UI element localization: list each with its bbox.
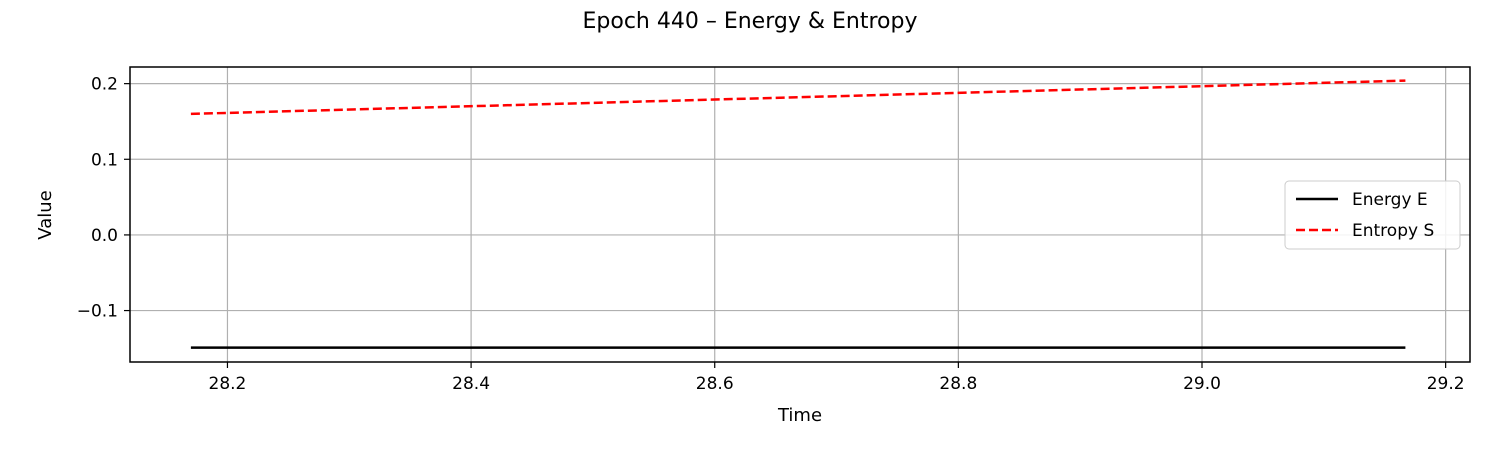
x-tick-label: 28.4 (452, 374, 490, 394)
legend-label-energy: Energy E (1352, 190, 1428, 210)
plot-frame (129, 66, 1471, 363)
legend-label-entropy: Entropy S (1352, 221, 1434, 241)
grid (130, 67, 1470, 362)
x-tick-label: 28.8 (939, 374, 977, 394)
x-tick-label: 29.0 (1183, 374, 1221, 394)
x-tick-label: 28.6 (696, 374, 734, 394)
y-tick-label: −0.1 (77, 302, 118, 322)
series-line-entropy (190, 79, 1406, 116)
legend: Energy E Entropy S (1284, 180, 1461, 250)
y-tick-label: 0.0 (91, 226, 118, 246)
y-tick-label: 0.2 (91, 75, 118, 95)
series-layer (190, 79, 1406, 349)
chart-title: Epoch 440 – Energy & Entropy (583, 9, 918, 34)
ticks: 28.2 28.4 28.6 28.8 29.0 29.2 −0.1 0.0 0.1 0.2 (77, 75, 1465, 394)
x-tick-label: 29.2 (1427, 374, 1465, 394)
x-tick-label: 28.2 (209, 374, 247, 394)
x-axis-label: Time (777, 405, 822, 426)
y-tick-label: 0.1 (91, 150, 118, 170)
y-axis-label: Value (35, 190, 56, 239)
